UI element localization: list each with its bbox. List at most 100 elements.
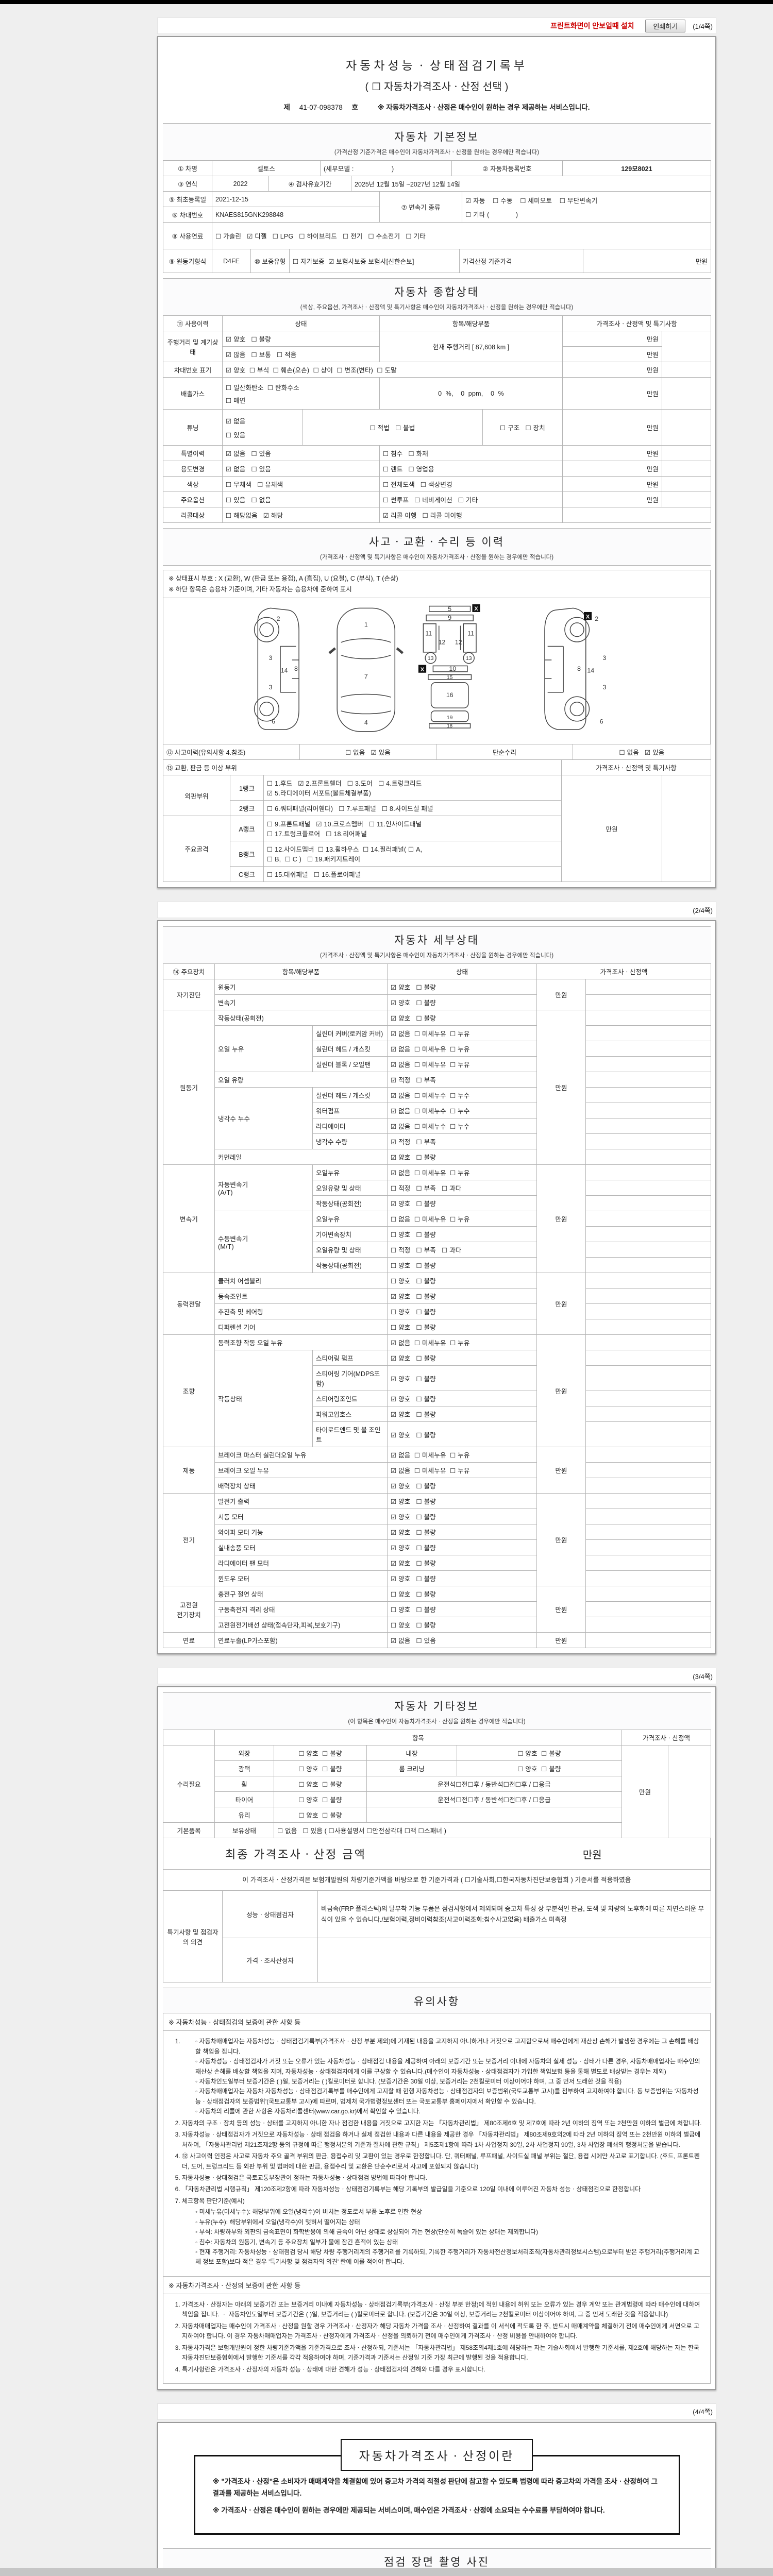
detail-price[interactable]: 만원 xyxy=(536,1493,586,1587)
mileage-current[interactable]: 현재 주행거리 [ 87,608 km ] xyxy=(379,331,563,362)
detail-state-checks[interactable]: ☑ 없음 ☐ 미세누유 ☐ 누유 xyxy=(387,1164,537,1181)
rank-2-items[interactable]: ☐ 6.쿼터패널(리어휀다) ☐ 7.루프패널 ☐ 8.사이드실 패널 xyxy=(263,800,562,817)
detail-note-cell[interactable] xyxy=(585,1010,712,1026)
detail-note-cell[interactable] xyxy=(585,1211,712,1227)
detail-price[interactable]: 만원 xyxy=(536,1010,586,1165)
detail-state-checks[interactable]: ☐ 양호 ☐ 불량 xyxy=(387,1303,537,1320)
rank-a-line-2[interactable]: ☐ 17.트렁크플로어 ☐ 18.리어패널 xyxy=(267,831,367,838)
usage-kind[interactable]: ☐ 렌트 ☐ 영업용 xyxy=(379,461,563,477)
detail-note-cell[interactable] xyxy=(585,979,712,995)
detail-note-cell[interactable] xyxy=(585,1118,712,1134)
vin-price[interactable]: 만원 xyxy=(562,362,663,378)
detail-state-checks[interactable]: ☑ 양호 ☐ 불량 xyxy=(387,994,537,1011)
detail-note-cell[interactable] xyxy=(585,1421,712,1448)
transmission-options-line2[interactable]: ☐ 기타 ( ) xyxy=(465,211,518,218)
rank-note[interactable] xyxy=(662,775,711,883)
detail-note-cell[interactable] xyxy=(585,1632,712,1649)
detail-state-checks[interactable]: ☑ 적정 ☐ 부족 xyxy=(387,1072,537,1088)
detail-note-cell[interactable] xyxy=(585,1319,712,1335)
print-button[interactable]: 인쇄하기 xyxy=(645,19,686,32)
rank-1-line-1[interactable]: ☐ 1.후드 ☑ 2.프론트휀더 ☐ 3.도어 ☐ 4.트렁크리드 xyxy=(267,780,422,788)
detail-note-cell[interactable] xyxy=(585,1103,712,1119)
value-reg-number[interactable]: 129모8021 xyxy=(562,160,711,176)
detail-state-checks[interactable]: ☑ 없음 ☐ 미세누유 ☐ 누유 xyxy=(387,1462,537,1479)
value-fuel[interactable]: ☐ 가솔린 ☑ 디젤 ☐ LPG ☐ 하이브리드 ☐ 전기 ☐ 수소전기 ☐ 기… xyxy=(212,222,711,249)
rank-price[interactable]: 만원 xyxy=(561,775,662,883)
detail-state-checks[interactable]: ☑ 양호 ☐ 불량 xyxy=(387,1391,537,1407)
detail-note-cell[interactable] xyxy=(585,1509,712,1525)
special-note[interactable] xyxy=(662,445,712,461)
mileage-state-2[interactable]: ☑ 많음 ☐ 보통 ☐ 적음 xyxy=(222,346,380,362)
detail-note-cell[interactable] xyxy=(585,1041,712,1057)
detail-note-cell[interactable] xyxy=(585,1447,712,1463)
value-car-name[interactable]: 셀토스 xyxy=(212,160,321,176)
color-note[interactable] xyxy=(662,476,712,492)
detail-note-cell[interactable] xyxy=(585,1391,712,1407)
recall-note[interactable] xyxy=(562,507,712,523)
detail-state-checks[interactable]: ☑ 양호 ☐ 불량 xyxy=(387,1406,537,1422)
detail-note-cell[interactable] xyxy=(585,994,712,1011)
detail-state-checks[interactable]: ☑ 양호 ☐ 불량 xyxy=(387,979,537,995)
option-kind[interactable]: ☐ 썬루프 ☐ 네비게이션 ☐ 기타 xyxy=(379,492,563,507)
etc-price[interactable]: 만원 xyxy=(621,1745,669,1839)
detail-note-cell[interactable] xyxy=(585,1462,712,1479)
rank-b-line-2[interactable]: ☐ B, ☐ C ) ☐ 19.패키지트레이 xyxy=(267,856,361,863)
recall-action[interactable]: ☑ 리콜 이행 ☐ 리콜 미이행 xyxy=(379,507,563,523)
mileage-state-1[interactable]: ☑ 양호 ☐ 불량 xyxy=(222,331,380,347)
detail-state-checks[interactable]: ☑ 없음 ☐ 미세누수 ☐ 누수 xyxy=(387,1087,537,1104)
detail-state-checks[interactable]: ☑ 양호 ☐ 불량 xyxy=(387,1478,537,1494)
vin-mark-state[interactable]: ☑ 양호 ☐ 부식 ☐ 훼손(오손) ☐ 상이 ☐ 변조(변타) ☐ 도말 xyxy=(222,362,563,378)
detail-price[interactable]: 만원 xyxy=(536,979,586,1011)
detail-note-cell[interactable] xyxy=(585,1025,712,1042)
color-state[interactable]: ☐ 무채색 ☐ 유채색 xyxy=(222,476,380,492)
detail-state-checks[interactable]: ☑ 없음 ☐ 미세누수 ☐ 누수 xyxy=(387,1103,537,1119)
detail-note-cell[interactable] xyxy=(585,1257,712,1274)
detail-state-checks[interactable]: ☑ 양호 ☐ 불량 xyxy=(387,1365,537,1392)
detail-price[interactable]: 만원 xyxy=(536,1164,586,1274)
detail-note-cell[interactable] xyxy=(585,1087,712,1104)
detail-note-cell[interactable] xyxy=(585,1539,712,1556)
detail-state-checks[interactable]: ☐ 양호 ☐ 불량 xyxy=(387,1257,537,1274)
rank-1-line-2[interactable]: ☑ 5.라디에이터 서포트(볼트체결부품) xyxy=(267,790,372,798)
etc-row-state[interactable]: ☐ 양호 ☐ 불량 xyxy=(274,1745,367,1761)
detail-note-cell[interactable] xyxy=(585,1555,712,1571)
color-price[interactable]: 만원 xyxy=(562,476,663,492)
detail-note-cell[interactable] xyxy=(585,1493,712,1510)
tuning-kind[interactable]: ☐ 구조 ☐ 장치 xyxy=(482,409,563,446)
opinion-inspector-text[interactable]: 비금속(FRP 플라스틱)의 탈부착 가능 부품은 점검사항에서 제외되며 중고… xyxy=(317,1890,711,1939)
detail-state-checks[interactable]: ☑ 양호 ☐ 불량 xyxy=(387,1493,537,1510)
vin-note[interactable] xyxy=(662,362,712,378)
value-submodel[interactable]: (세부모델 : ) xyxy=(320,160,452,176)
detail-state-checks[interactable]: ☑ 양호 ☐ 불량 xyxy=(387,1350,537,1366)
etc-row-state[interactable]: ☐ 양호 ☐ 불량 xyxy=(274,1760,367,1777)
value-base-price-unit[interactable]: 만원 xyxy=(583,249,711,273)
detail-price[interactable]: 만원 xyxy=(536,1447,586,1494)
detail-price[interactable]: 만원 xyxy=(536,1632,586,1649)
detail-state-checks[interactable]: ☐ 양호 ☐ 불량 xyxy=(387,1586,537,1602)
option-state[interactable]: ☐ 있음 ☐ 없음 xyxy=(222,492,380,507)
detail-note-cell[interactable] xyxy=(585,1617,712,1633)
tuning-state[interactable]: ☑ 없음 ☐ 있음 xyxy=(222,409,303,446)
emission-state[interactable]: ☐ 일산화탄소 ☐ 탄화수소 ☐ 매연 xyxy=(222,377,380,410)
detail-note-cell[interactable] xyxy=(585,1350,712,1366)
detail-note-cell[interactable] xyxy=(585,1303,712,1320)
emission-note[interactable] xyxy=(662,377,712,410)
detail-state-checks[interactable]: ☐ 적정 ☐ 부족 ☐ 과다 xyxy=(387,1242,537,1258)
detail-note-cell[interactable] xyxy=(585,1195,712,1212)
detail-state-checks[interactable]: ☐ 양호 ☐ 불량 xyxy=(387,1617,537,1633)
tuning-note[interactable] xyxy=(662,409,712,446)
value-engine-type[interactable]: D4FE xyxy=(212,249,251,273)
detail-state-checks[interactable]: ☐ 양호 ☐ 불량 xyxy=(387,1601,537,1618)
etc-row-state-2[interactable]: 운전석☐전☐후 / 동반석☐전☐후 / ☐응급 xyxy=(366,1776,623,1792)
usage-price[interactable]: 만원 xyxy=(562,461,663,477)
detail-note-cell[interactable] xyxy=(585,1226,712,1243)
rank-a-line-1[interactable]: ☐ 9.프론트패널 ☑ 10.크로스멤버 ☐ 11.인사이드패널 xyxy=(267,821,422,828)
detail-note-cell[interactable] xyxy=(585,1406,712,1422)
color-kind[interactable]: ☐ 전체도색 ☐ 색상변경 xyxy=(379,476,563,492)
value-first-reg-date[interactable]: 2021-12-15 xyxy=(212,191,380,207)
detail-state-checks[interactable]: ☐ 양호 ☐ 불량 xyxy=(387,1273,537,1289)
detail-note-cell[interactable] xyxy=(585,1164,712,1181)
special-kind[interactable]: ☐ 침수 ☐ 화재 xyxy=(379,445,563,461)
detail-note-cell[interactable] xyxy=(585,1524,712,1540)
detail-state-checks[interactable]: ☑ 양호 ☐ 불량 xyxy=(387,1509,537,1525)
